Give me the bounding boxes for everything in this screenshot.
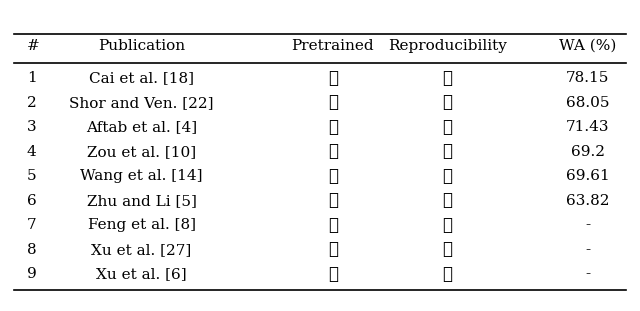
Text: ✓: ✓ xyxy=(442,70,452,87)
Text: 7: 7 xyxy=(27,218,36,232)
Text: ✗: ✗ xyxy=(442,217,452,234)
Text: 78.15: 78.15 xyxy=(566,71,609,85)
Text: 9: 9 xyxy=(27,267,36,281)
Text: ✓: ✓ xyxy=(328,94,338,111)
Text: 63.82: 63.82 xyxy=(566,194,609,208)
Text: Pretrained: Pretrained xyxy=(291,39,374,53)
Text: 5: 5 xyxy=(27,169,36,183)
Text: Wang et al. [14]: Wang et al. [14] xyxy=(81,169,203,183)
Text: ✗: ✗ xyxy=(328,143,338,160)
Text: Feng et al. [8]: Feng et al. [8] xyxy=(88,218,196,232)
Text: ✓: ✓ xyxy=(442,168,452,185)
Text: 8: 8 xyxy=(27,243,36,257)
Text: -: - xyxy=(585,218,590,232)
Text: 68.05: 68.05 xyxy=(566,96,609,110)
Text: Xu et al. [6]: Xu et al. [6] xyxy=(96,267,187,281)
Text: Cai et al. [18]: Cai et al. [18] xyxy=(89,71,194,85)
Text: Aftab et al. [4]: Aftab et al. [4] xyxy=(86,120,197,134)
Text: Publication: Publication xyxy=(98,39,185,53)
Text: 2: 2 xyxy=(27,96,36,110)
Text: -: - xyxy=(585,243,590,257)
Text: 69.2: 69.2 xyxy=(571,145,605,159)
Text: ✓: ✓ xyxy=(442,94,452,111)
Text: 71.43: 71.43 xyxy=(566,120,609,134)
Text: ✗: ✗ xyxy=(328,192,338,209)
Text: 4: 4 xyxy=(27,145,36,159)
Text: ✗: ✗ xyxy=(328,119,338,136)
Text: WA (%): WA (%) xyxy=(559,39,616,53)
Text: 1: 1 xyxy=(27,71,36,85)
Text: ✗: ✗ xyxy=(442,266,452,283)
Text: #: # xyxy=(27,39,40,53)
Text: Reproducibility: Reproducibility xyxy=(388,39,507,53)
Text: Xu et al. [27]: Xu et al. [27] xyxy=(92,243,192,257)
Text: Shor and Ven. [22]: Shor and Ven. [22] xyxy=(69,96,214,110)
Text: ✗: ✗ xyxy=(328,241,338,258)
Text: -: - xyxy=(585,267,590,281)
Text: 6: 6 xyxy=(27,194,36,208)
Text: ✓: ✓ xyxy=(442,119,452,136)
Text: ✗: ✗ xyxy=(442,192,452,209)
Text: ✗: ✗ xyxy=(328,266,338,283)
Text: 69.61: 69.61 xyxy=(566,169,609,183)
Text: ✗: ✗ xyxy=(442,241,452,258)
Text: Zou et al. [10]: Zou et al. [10] xyxy=(87,145,196,159)
Text: ✓: ✓ xyxy=(442,143,452,160)
Text: ✓: ✓ xyxy=(328,70,338,87)
Text: ✗: ✗ xyxy=(328,168,338,185)
Text: ✗: ✗ xyxy=(328,217,338,234)
Text: 3: 3 xyxy=(27,120,36,134)
Text: Zhu and Li [5]: Zhu and Li [5] xyxy=(86,194,196,208)
